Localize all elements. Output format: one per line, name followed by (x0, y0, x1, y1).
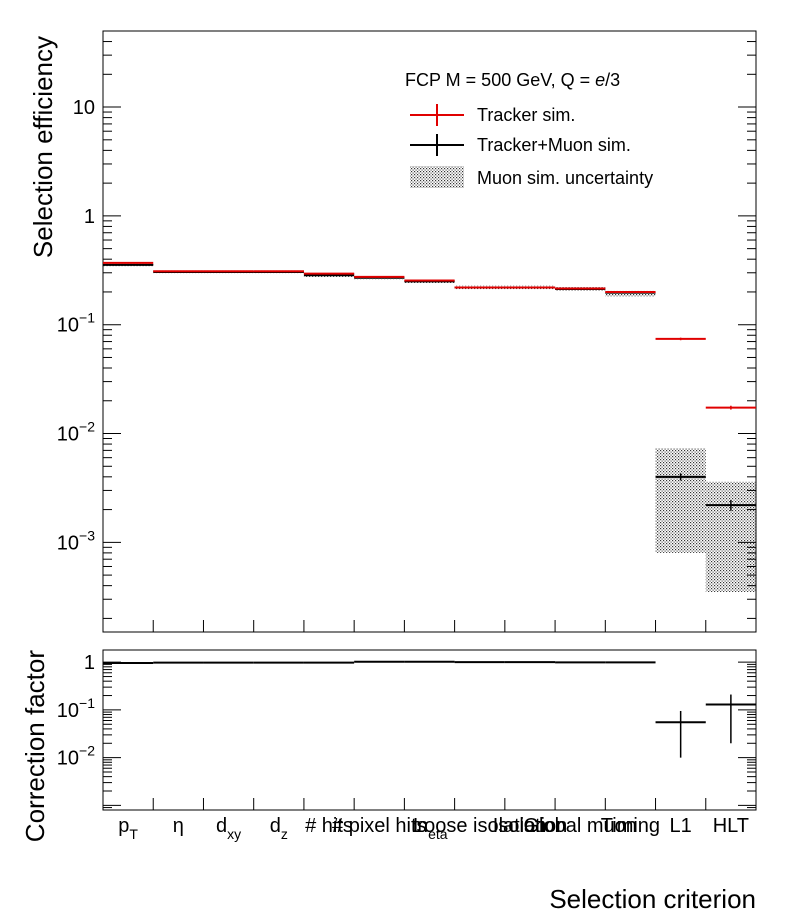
category-label-sub: xy (227, 826, 241, 842)
category-label-main: Global muon (523, 815, 636, 837)
legend-entry-tracker: Tracker sim. (410, 104, 575, 126)
uncertainty-bands (103, 262, 756, 592)
lower-y-axis-title: Correction factor (20, 650, 50, 843)
category-label-3: dz (270, 815, 288, 842)
category-label-5: # pixel hits (332, 815, 427, 837)
upper-y-tick-base: 10 (57, 532, 79, 554)
category-label-6: meta (411, 815, 447, 842)
category-label-main: Isolation (493, 815, 568, 837)
upper-y-tick-exponent: −3 (79, 527, 95, 543)
legend-header-prefix: FCP M = 500 GeV, Q = (405, 70, 595, 90)
legend-tracker-label: Tracker sim. (477, 105, 575, 125)
upper-y-tick-base: 10 (57, 424, 79, 446)
lower-y-tick-exponent: −1 (79, 695, 95, 711)
category-label-7: Loose isolation (413, 815, 546, 837)
upper-y-tick-base: 10 (57, 315, 79, 337)
upper-y-tick-label-2: 10−1 (57, 310, 95, 337)
legend-uncertainty-label: Muon sim. uncertainty (477, 168, 653, 188)
upper-y-axis-title: Selection efficiency (28, 36, 58, 258)
lower-y-tick-base: 1 (84, 652, 95, 674)
lower-y-tick-base: 10 (57, 748, 79, 770)
upper-y-tick-exponent: −2 (79, 419, 95, 435)
lower-y-tick-label-0: 1 (84, 652, 95, 674)
x-axis-title: Selection criterion (549, 884, 756, 914)
upper-y-tick-label-4: 10−3 (57, 527, 95, 554)
category-label-4: # hits (305, 815, 353, 837)
category-label-main: # pixel hits (332, 815, 427, 837)
legend-header: FCP M = 500 GeV, Q = e/3 (405, 70, 620, 90)
efficiency-steps (103, 261, 756, 511)
category-label-main: m (411, 815, 428, 837)
lower-y-tick-label-2: 10−2 (57, 743, 95, 770)
category-label-main: HLT (713, 815, 749, 837)
category-label-10: Timing (601, 815, 660, 837)
category-label-main: d (270, 815, 281, 837)
legend-uncertainty-swatch (410, 166, 464, 188)
upper-y-tick-exponent: −1 (79, 310, 95, 326)
lower-y-tick-base: 10 (57, 700, 79, 722)
category-label-main: Timing (601, 815, 660, 837)
correction-factor-points (103, 660, 756, 758)
category-label-11: L1 (670, 815, 692, 837)
lower-panel: 110−110−2 pT η dxy dz # hits# pixel hitsmeta… (20, 649, 757, 914)
upper-y-tick-label-0: 10 (73, 97, 95, 119)
legend-tracker-muon-label: Tracker+Muon sim. (477, 135, 631, 155)
legend-header-suffix: /3 (605, 70, 620, 90)
category-label-sub: z (281, 826, 288, 842)
lower-y-tick-label-1: 10−1 (57, 695, 95, 722)
upper-plot-frame (102, 30, 757, 633)
uncertainty-band-11 (655, 448, 706, 553)
category-label-main: p (118, 815, 129, 837)
category-label-main: Loose isolation (413, 815, 546, 837)
upper-x-ticks (102, 620, 757, 632)
lower-y-tick-exponent: −2 (79, 743, 95, 759)
category-label-main: L1 (670, 815, 692, 837)
category-label-2: dxy (216, 815, 241, 842)
category-label-main: η (173, 815, 184, 837)
upper-y-tick-base: 10 (73, 97, 95, 119)
category-label-0: pT (118, 815, 138, 842)
lower-plot-frame (102, 649, 757, 811)
category-label-9: Global muon (523, 815, 636, 837)
category-label-main: d (216, 815, 227, 837)
legend-entry-muon-uncertainty: Muon sim. uncertainty (410, 166, 653, 188)
legend-header-charge: e (595, 70, 605, 90)
lower-x-ticks (102, 798, 757, 810)
upper-y-tick-base: 1 (84, 206, 95, 228)
category-label-sub: T (129, 826, 138, 842)
category-label-12: HLT (713, 815, 749, 837)
category-label-main: # hits (305, 815, 353, 837)
upper-y-tick-label-1: 1 (84, 206, 95, 228)
category-label-8: Isolation (493, 815, 568, 837)
lower-y-axis: 110−110−2 (57, 652, 756, 811)
upper-y-tick-label-3: 10−2 (57, 419, 95, 446)
legend-entry-tracker-muon: Tracker+Muon sim. (410, 134, 631, 156)
category-label-sub: eta (428, 826, 448, 842)
legend: FCP M = 500 GeV, Q = e/3 Tracker sim. Tr… (405, 70, 653, 188)
category-label-1: η (173, 815, 184, 837)
